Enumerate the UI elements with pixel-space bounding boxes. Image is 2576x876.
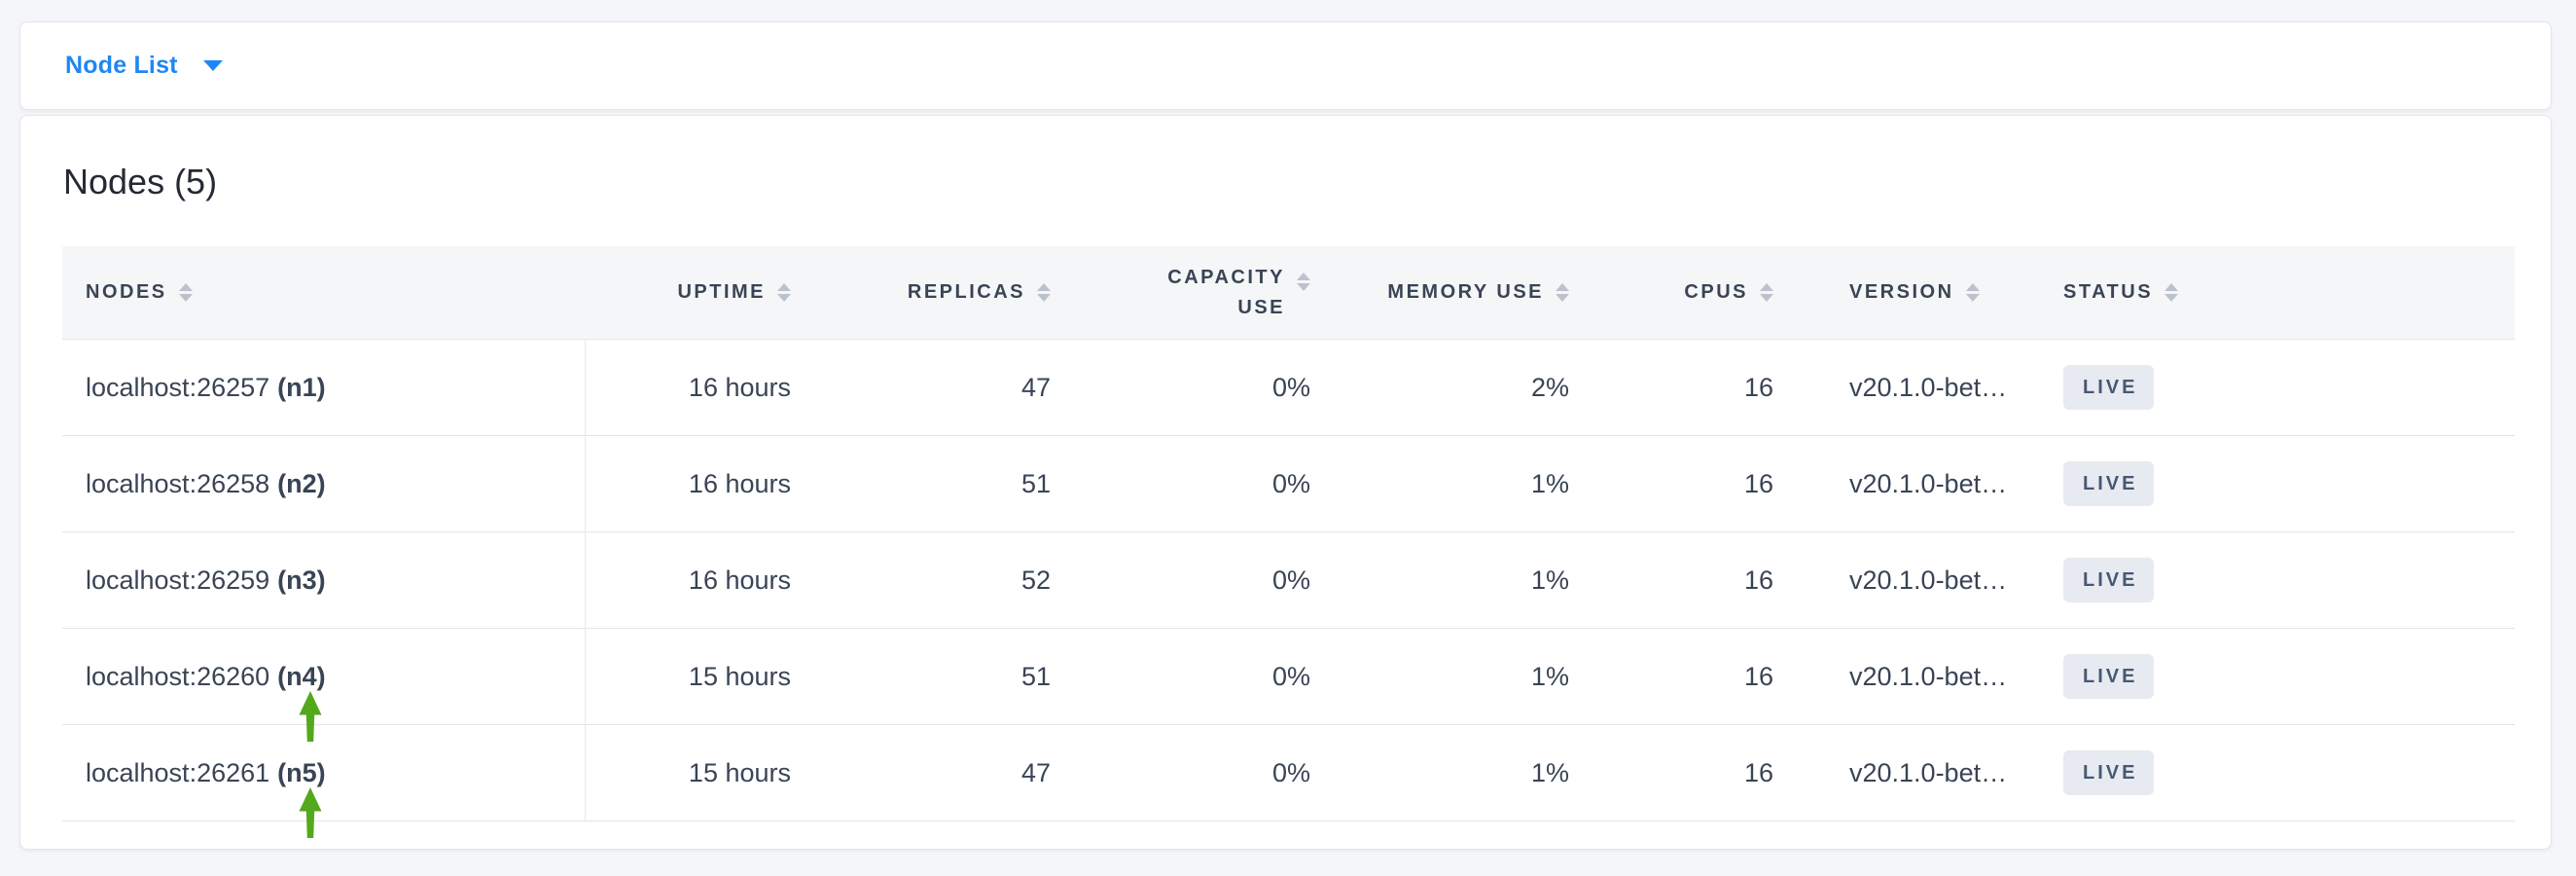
capacity_use-cell: 0% — [1271, 468, 1310, 498]
table-row-node-4: localhost:26260 (n4) 15 hours 51 0% 1% 16 v20.1… — [62, 629, 2515, 742]
column-header-nodes[interactable]: NODES — [62, 246, 585, 339]
column-header-label: REPLICAS — [907, 281, 1025, 303]
status-badge: LIVE — [2063, 461, 2155, 506]
node-address: localhost:26258 — [86, 468, 270, 498]
caret-down-icon — [202, 60, 223, 71]
replicas-cell: 47 — [1020, 372, 1051, 402]
column-header-memory_use[interactable]: MEMORY USE — [1328, 246, 1587, 339]
node-id: (n4) — [277, 661, 326, 691]
sort-arrows-icon — [1760, 283, 1773, 302]
nodes-card: Nodes (5) NODES UPTIME REPLICAS CAPACITY US… — [19, 115, 2552, 850]
status-cell: LIVE — [2034, 532, 2515, 628]
node-address: localhost:26260 — [86, 661, 270, 691]
memory_use-cell: 1% — [1530, 468, 1569, 498]
table-row-node-2: localhost:26258 (n2) 16 hours 51 0% 1% 16 v20.1… — [62, 436, 2515, 532]
column-header-label: MEMORY USE — [1387, 281, 1544, 303]
cpus-cell: 16 — [1743, 661, 1773, 691]
memory_use-cell: 1% — [1530, 757, 1569, 787]
capacity_use-cell: 0% — [1271, 565, 1310, 595]
column-header-label: NODES — [86, 281, 167, 303]
cpus-cell: 16 — [1743, 757, 1773, 787]
table-row-node-5: localhost:26261 (n5) 15 hours 47 0% 1% 16 v20.1… — [62, 725, 2515, 838]
cpus-cell: 16 — [1743, 372, 1773, 402]
sort-arrows-icon — [1297, 273, 1310, 291]
replicas-cell: 51 — [1020, 468, 1051, 498]
uptime-cell: 16 hours — [585, 532, 808, 628]
uptime-cell: 15 hours — [585, 629, 808, 724]
memory_use-cell: 1% — [1530, 565, 1569, 595]
node-address-cell: localhost:26260 (n4) — [62, 629, 585, 742]
sort-arrows-icon — [1965, 283, 1980, 302]
sort-arrows-icon — [777, 283, 791, 302]
node-id: (n2) — [277, 468, 326, 498]
green-up-arrow-icon — [299, 787, 322, 838]
cpus-cell: 16 — [1743, 468, 1773, 498]
sort-arrows-icon — [1556, 283, 1569, 302]
page-title: Nodes (5) — [63, 162, 218, 201]
uptime-cell: 16 hours — [585, 340, 808, 435]
version-cell: v20.1.0-bet… — [1849, 757, 2008, 787]
status-cell: LIVE — [2034, 340, 2515, 435]
version-cell: v20.1.0-bet… — [1849, 468, 2008, 498]
node-address-cell: localhost:26258 (n2) — [62, 436, 585, 531]
column-header-label: CAPACITY USE — [1167, 266, 1285, 318]
sort-arrows-icon — [1037, 283, 1051, 302]
uptime-cell: 16 hours — [585, 436, 808, 531]
column-header-label: STATUS — [2063, 281, 2154, 303]
column-header-capacity_use[interactable]: CAPACITY USE — [1068, 246, 1328, 339]
column-header-cpus[interactable]: CPUS — [1587, 246, 1791, 339]
column-header-status[interactable]: STATUS — [2034, 246, 2515, 339]
status-cell: LIVE — [2034, 725, 2515, 821]
nodes-table: NODES UPTIME REPLICAS CAPACITY USE MEMORY US… — [62, 246, 2515, 838]
status-cell: LIVE — [2034, 436, 2515, 531]
replicas-cell: 47 — [1020, 757, 1051, 787]
sort-arrows-icon — [178, 283, 193, 302]
column-header-replicas[interactable]: REPLICAS — [808, 246, 1068, 339]
uptime-cell: 15 hours — [585, 725, 808, 821]
column-header-version[interactable]: VERSION — [1791, 246, 2034, 339]
column-header-label: UPTIME — [677, 281, 766, 303]
table-header-row: NODES UPTIME REPLICAS CAPACITY USE MEMORY US… — [62, 246, 2515, 340]
node-list-dropdown[interactable]: Node List — [65, 52, 223, 80]
node-id: (n1) — [277, 372, 326, 402]
table-row-node-3: localhost:26259 (n3) 16 hours 52 0% 1% 16 v20.1… — [62, 532, 2515, 629]
version-cell: v20.1.0-bet… — [1849, 565, 2008, 595]
node-list-dropdown-label: Node List — [65, 52, 178, 79]
replicas-cell: 52 — [1020, 565, 1051, 595]
memory_use-cell: 1% — [1530, 661, 1569, 691]
memory_use-cell: 2% — [1530, 372, 1569, 402]
replicas-cell: 51 — [1020, 661, 1051, 691]
column-header-label: VERSION — [1849, 281, 1954, 303]
node-address-cell: localhost:26257 (n1) — [62, 340, 585, 435]
capacity_use-cell: 0% — [1271, 372, 1310, 402]
cpus-cell: 16 — [1743, 565, 1773, 595]
node-address-cell: localhost:26261 (n5) — [62, 725, 585, 838]
status-badge: LIVE — [2063, 558, 2155, 602]
status-badge: LIVE — [2063, 750, 2155, 795]
column-header-label: CPUS — [1684, 281, 1748, 303]
node-address: localhost:26257 — [86, 372, 270, 402]
sort-arrows-icon — [2165, 283, 2179, 302]
node-id: (n3) — [277, 565, 326, 595]
node-address-cell: localhost:26259 (n3) — [62, 532, 585, 628]
view-selector-bar: Node List — [19, 21, 2552, 110]
table-body: localhost:26257 (n1) 16 hours 47 0% 2% 16 v20.1… — [62, 340, 2515, 838]
status-badge: LIVE — [2063, 365, 2155, 410]
version-cell: v20.1.0-bet… — [1849, 372, 2008, 402]
table-row-node-1: localhost:26257 (n1) 16 hours 47 0% 2% 16 v20.1… — [62, 340, 2515, 436]
capacity_use-cell: 0% — [1271, 757, 1310, 787]
node-id: (n5) — [277, 757, 326, 787]
status-badge: LIVE — [2063, 654, 2155, 699]
status-cell: LIVE — [2034, 629, 2515, 724]
version-cell: v20.1.0-bet… — [1849, 661, 2008, 691]
column-header-uptime[interactable]: UPTIME — [585, 246, 808, 339]
capacity_use-cell: 0% — [1271, 661, 1310, 691]
node-address: localhost:26259 — [86, 565, 270, 595]
node-address: localhost:26261 — [86, 757, 270, 787]
